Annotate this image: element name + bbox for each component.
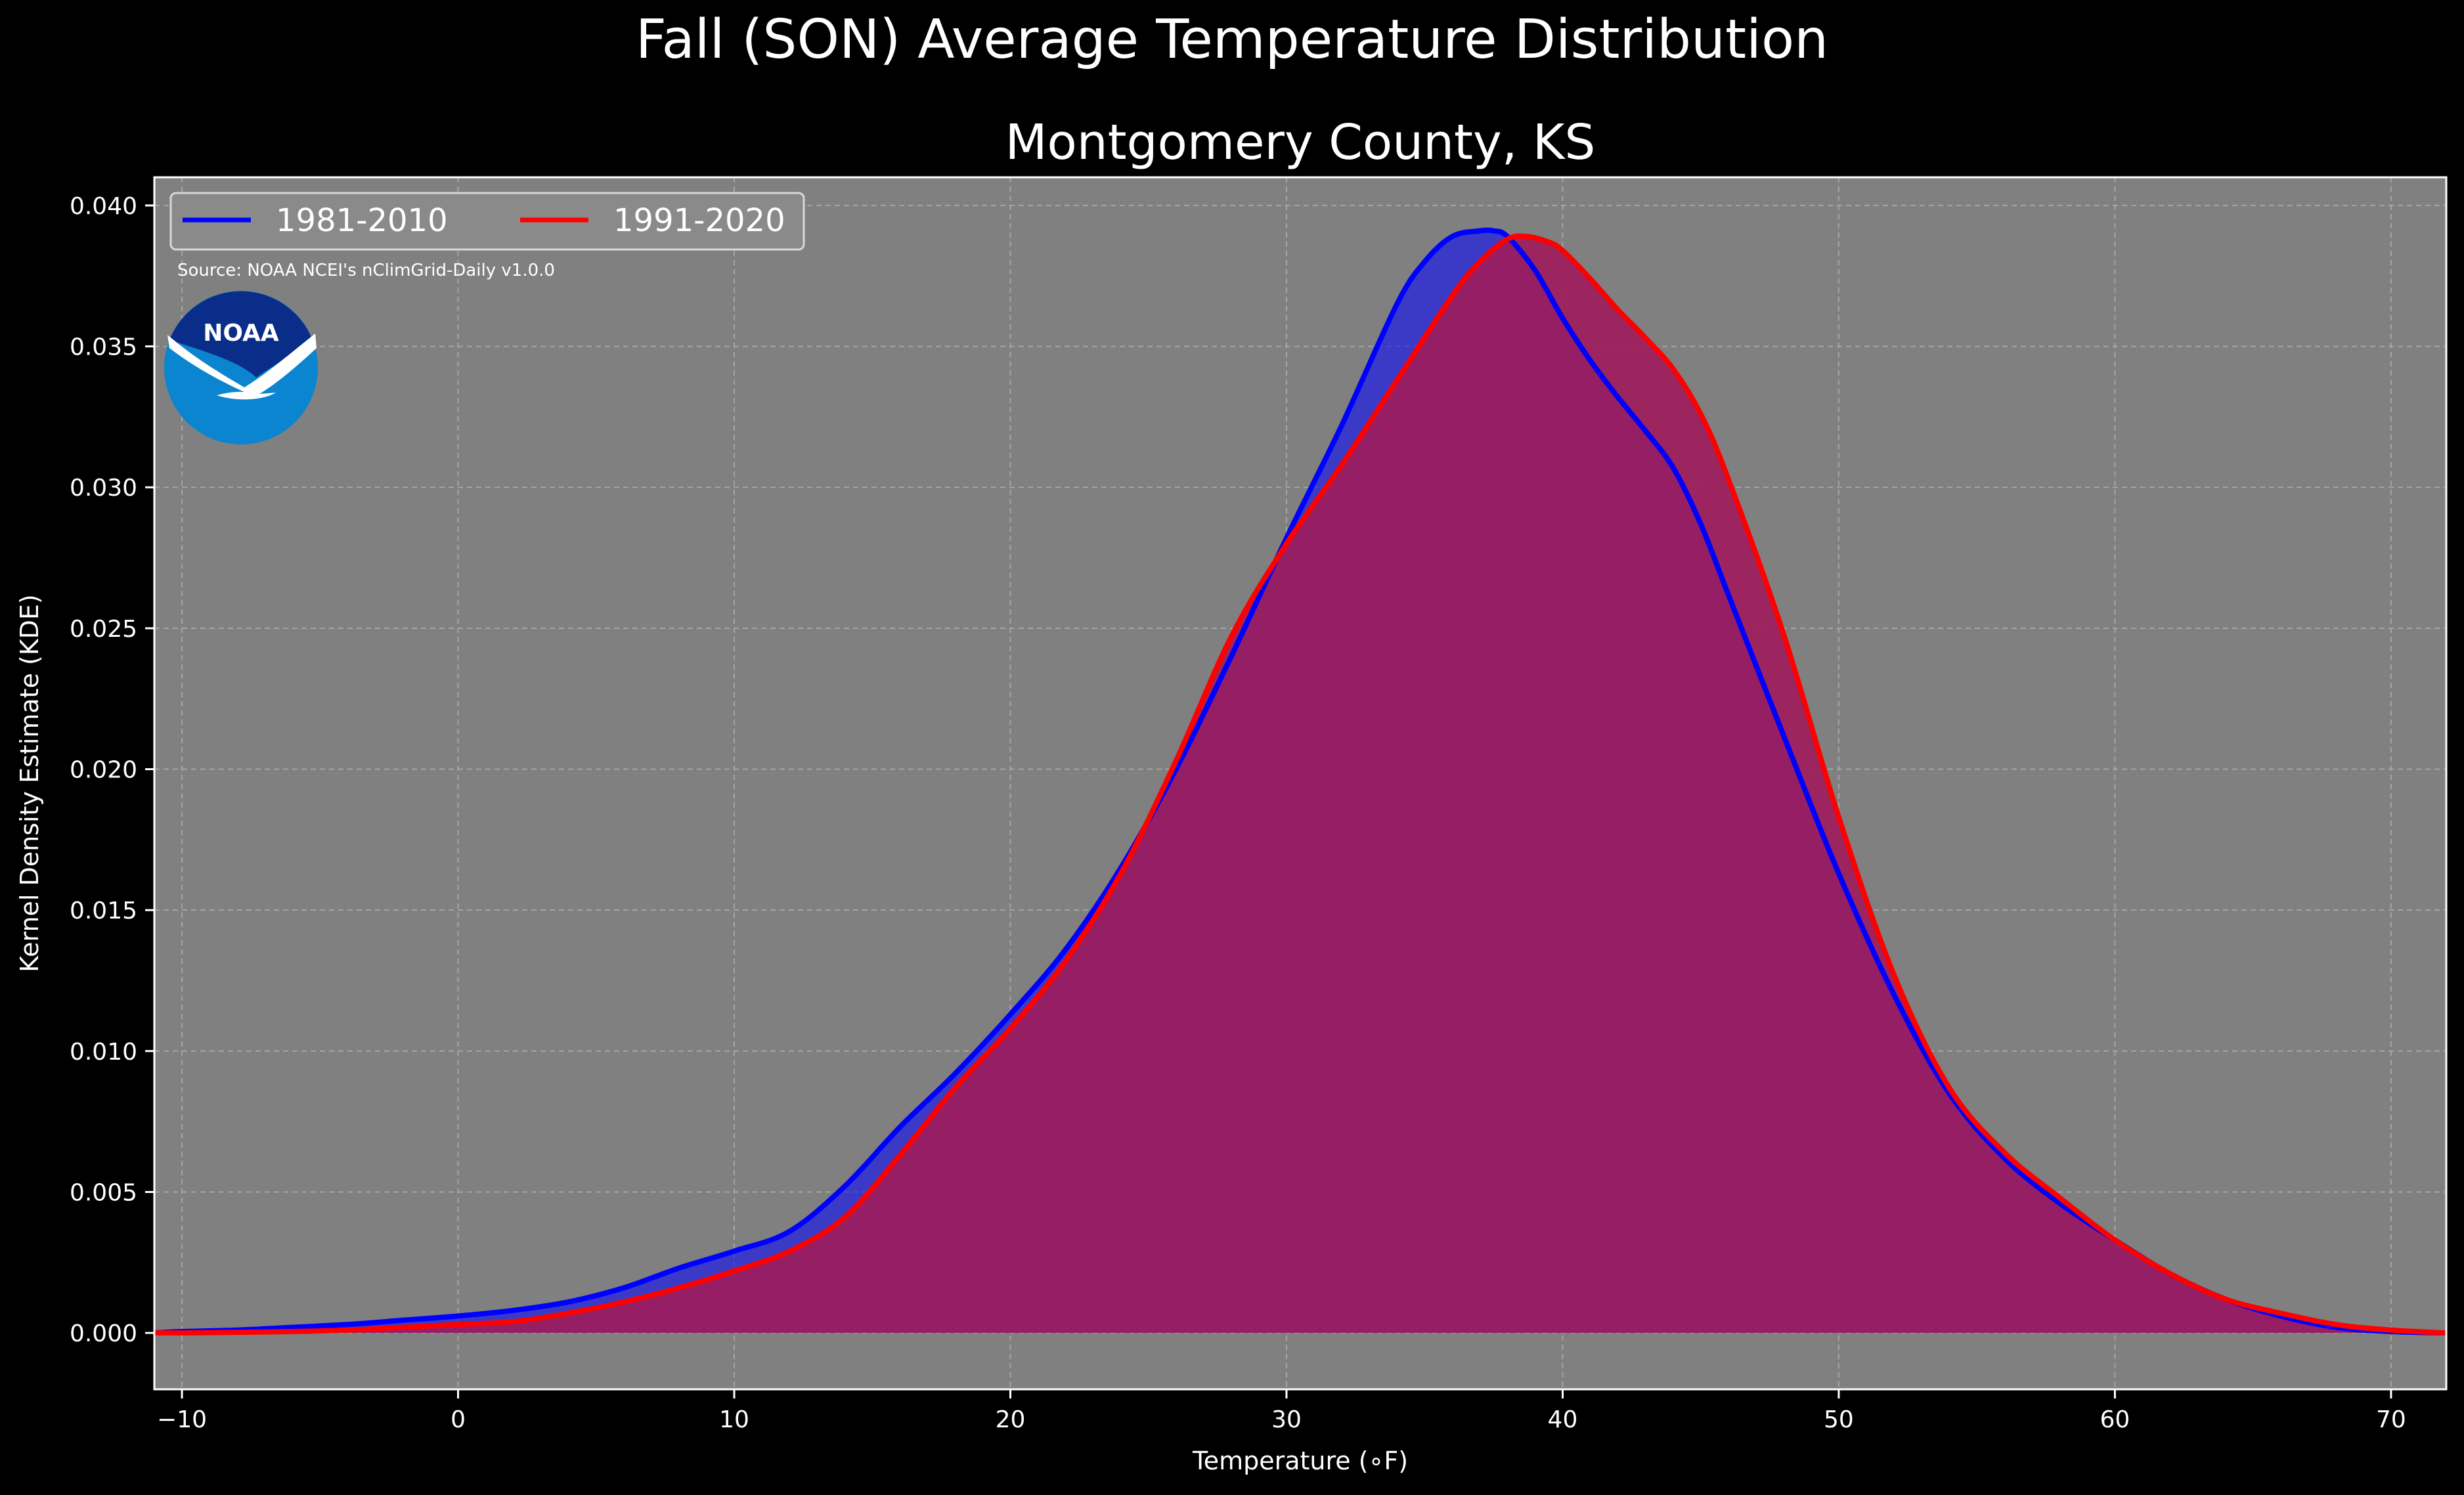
x-tick-label-7: 60 [2100, 1406, 2130, 1433]
noaa-logo-text: NOAA [203, 320, 279, 347]
line-1981-2010 [154, 227, 2447, 1336]
legend-label-1981-2010: 1981-2010 [276, 202, 448, 239]
x-axis-label: Temperature (∘F) [1192, 1446, 1408, 1475]
y-tick-label-1: 0.005 [70, 1179, 137, 1206]
noaa-logo-wave [167, 334, 317, 400]
y-tick-label-8: 0.040 [70, 193, 137, 220]
y-tick-label-2: 0.010 [70, 1039, 137, 1066]
x-tick-label-5: 40 [1548, 1406, 1578, 1433]
source-annotation: Source: NOAA NCEI's nClimGrid-Daily v1.0… [177, 261, 555, 280]
legend: 1981-2010 1991-2020 [169, 192, 805, 251]
x-tick-label-6: 50 [1824, 1406, 1854, 1433]
x-tick-label-4: 30 [1271, 1406, 1302, 1433]
x-tick-label-2: 10 [719, 1406, 749, 1433]
density-lines [154, 227, 2447, 1336]
y-tick-label-7: 0.035 [70, 334, 137, 361]
y-tick-label-4: 0.020 [70, 757, 137, 784]
line-1991-2020 [154, 233, 2447, 1336]
x-tick-label-1: 0 [451, 1406, 466, 1433]
y-axis-ticks: 0.000 0.005 0.010 0.015 0.020 0.025 0.030 0.035… [70, 193, 154, 1347]
area-1991-2020 [154, 236, 2446, 1333]
x-tick-label-3: 20 [996, 1406, 1026, 1433]
x-tick-label-8: 70 [2376, 1406, 2406, 1433]
density-areas [154, 230, 2446, 1333]
y-tick-label-5: 0.025 [70, 616, 137, 643]
plot-frame [153, 176, 2448, 1391]
y-tick-label-6: 0.030 [70, 475, 137, 502]
noaa-logo-icon: NOAA [164, 291, 318, 444]
legend-box [169, 192, 805, 251]
y-tick-label-0: 0.000 [70, 1320, 137, 1347]
legend-label-1991-2020: 1991-2020 [613, 202, 785, 239]
figure-title: Fall (SON) Average Temperature Distribut… [636, 9, 1828, 71]
y-axis-label: Kernel Density Estimate (KDE) [15, 594, 44, 972]
chart-subtitle: Montgomery County, KS [1005, 114, 1596, 171]
y-tick-label-3: 0.015 [70, 898, 137, 924]
x-axis-ticks: −10 0 10 20 30 40 50 60 70 [157, 1389, 2406, 1433]
x-tick-label-0: −10 [157, 1406, 207, 1433]
